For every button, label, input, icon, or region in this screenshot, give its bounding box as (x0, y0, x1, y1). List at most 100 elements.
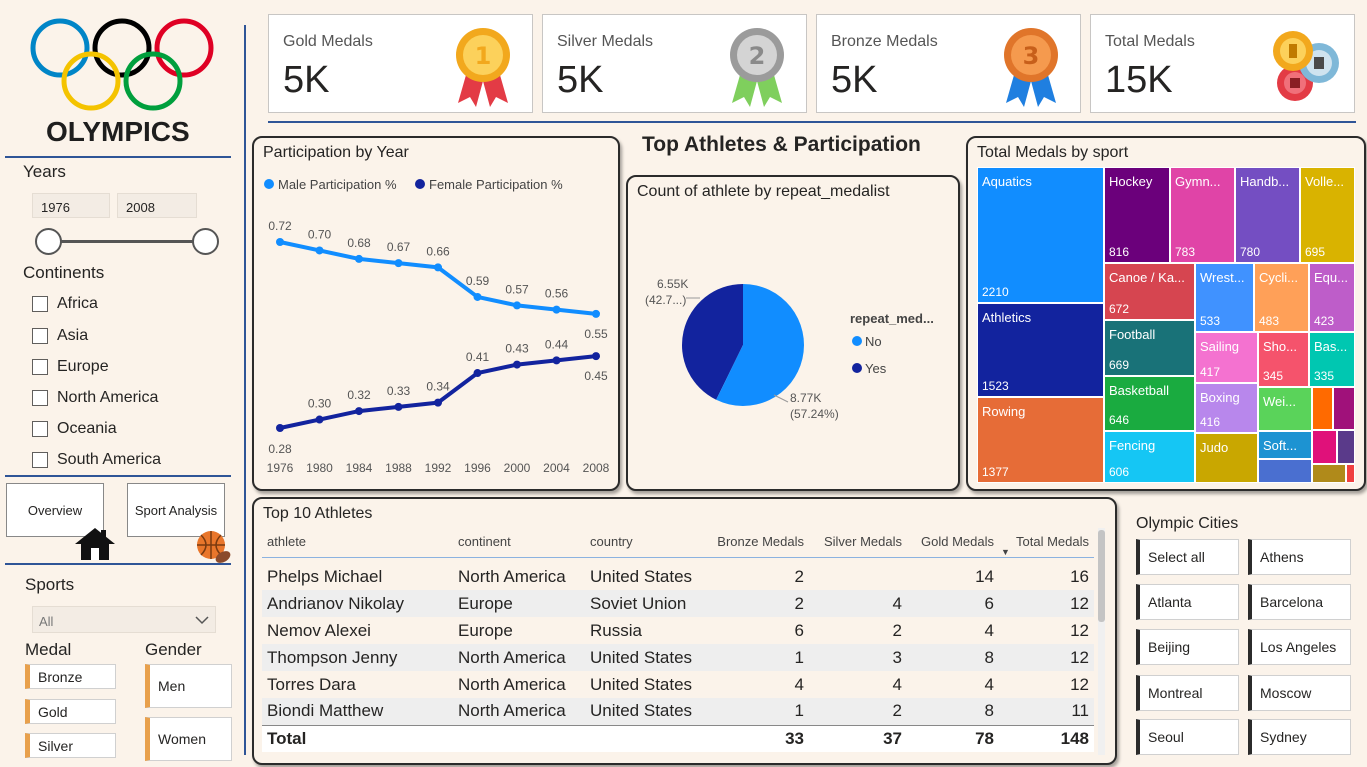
treemap-tile-cycling[interactable]: Cycli... 483 (1254, 263, 1309, 332)
treemap-tile-wrestling[interactable]: Wrest... 533 (1195, 263, 1254, 332)
treemap-tile-basketball[interactable]: Basketball 646 (1104, 376, 1195, 431)
checkbox[interactable] (32, 328, 48, 344)
city-barcelona[interactable]: Barcelona (1248, 584, 1351, 620)
kpi-label: Gold Medals (283, 33, 373, 50)
pie-label-no: 8.77K (790, 391, 821, 405)
checkbox[interactable] (32, 359, 48, 375)
treemap-tile-gymnastics[interactable]: Gymn... 783 (1170, 167, 1235, 263)
checkbox[interactable] (32, 296, 48, 312)
treemap-tile-athletics[interactable]: Athletics 1523 (977, 303, 1104, 397)
sports-dropdown[interactable]: All (32, 606, 216, 633)
year-slider-track[interactable] (48, 240, 206, 243)
column-header-country[interactable]: country (585, 527, 708, 558)
male-data-label: 0.55 (584, 327, 608, 341)
participation-chart-panel: Participation by Year Male Participation… (252, 136, 620, 491)
treemap-tile-handball[interactable]: Handb... 780 (1235, 167, 1300, 263)
female-point (552, 356, 561, 365)
city-athens[interactable]: Athens (1248, 539, 1351, 575)
city-moscow[interactable]: Moscow (1248, 675, 1351, 711)
treemap-tile-softball[interactable]: Soft... (1258, 431, 1312, 459)
gender-label: Gender (145, 640, 202, 659)
year-slider-end-handle[interactable] (192, 228, 219, 255)
city-beijing[interactable]: Beijing (1136, 629, 1239, 665)
year-from-input[interactable]: 1976 (32, 193, 110, 218)
legend-female: Female Participation % (429, 177, 563, 192)
city-seoul[interactable]: Seoul (1136, 719, 1239, 755)
male-data-label: 0.68 (347, 236, 371, 250)
medal-silver-button[interactable]: Silver (25, 733, 116, 758)
city-los-angeles[interactable]: Los Angeles (1248, 629, 1351, 665)
medal-bronze-button[interactable]: Bronze (25, 664, 116, 689)
female-data-label: 0.28 (268, 442, 292, 456)
home-icon (75, 528, 115, 560)
treemap-tile-volleyball[interactable]: Volle... 695 (1300, 167, 1355, 263)
continent-asia[interactable]: Asia (32, 324, 88, 348)
pie-label-no-pct: (57.24%) (790, 407, 839, 421)
column-header-continent[interactable]: continent (453, 527, 585, 558)
continent-oceania[interactable]: Oceania (32, 417, 117, 441)
year-to-input[interactable]: 2008 (117, 193, 197, 218)
kpi-value: 5K (283, 59, 330, 101)
treemap-tile-rowing[interactable]: Rowing 1377 (977, 397, 1104, 483)
treemap-tile-small[interactable] (1312, 430, 1337, 464)
treemap-tile-small[interactable] (1312, 387, 1333, 430)
treemap-tile-shooting[interactable]: Sho... 345 (1258, 332, 1309, 387)
treemap-tile-hockey[interactable]: Hockey 816 (1104, 167, 1170, 263)
continent-label: Africa (57, 295, 98, 312)
treemap-tile-sailing[interactable]: Sailing 417 (1195, 332, 1258, 383)
treemap-tile-weightlifting[interactable]: Wei... (1258, 387, 1312, 431)
city-select-all[interactable]: Select all (1136, 539, 1239, 575)
treemap-tile-football[interactable]: Football 669 (1104, 320, 1195, 376)
female-data-label: 0.32 (347, 388, 371, 402)
checkbox[interactable] (32, 421, 48, 437)
overview-button[interactable]: Overview (6, 483, 104, 537)
year-slider-start-handle[interactable] (35, 228, 62, 255)
treemap-tile-judo[interactable]: Judo (1195, 433, 1258, 483)
treemap-tile-small[interactable] (1337, 430, 1355, 464)
city-atlanta[interactable]: Atlanta (1136, 584, 1239, 620)
svg-text:2: 2 (749, 42, 766, 70)
treemap-tile-small[interactable] (1258, 459, 1312, 483)
treemap-tile-aquatics[interactable]: Aquatics 2210 (977, 167, 1104, 303)
female-data-label: 0.34 (426, 380, 450, 394)
table-scrollbar-thumb[interactable] (1098, 530, 1105, 622)
female-data-label: 0.45 (584, 369, 608, 383)
pie-slice-no (716, 284, 804, 406)
gender-men-button[interactable]: Men (145, 664, 232, 708)
gender-women-button[interactable]: Women (145, 717, 232, 761)
column-header-gold[interactable]: Gold Medals (907, 527, 999, 558)
column-header-total[interactable]: Total Medals ▼ (999, 527, 1094, 558)
treemap-tile-small[interactable] (1312, 464, 1346, 483)
female-data-label: 0.30 (308, 397, 332, 411)
medal-gold-button[interactable]: Gold (25, 699, 116, 724)
treemap-tile-boxing[interactable]: Boxing 416 (1195, 383, 1258, 433)
male-point (315, 246, 324, 255)
treemap-tile-small[interactable] (1333, 387, 1355, 430)
continent-africa[interactable]: Africa (32, 292, 98, 316)
city-sydney[interactable]: Sydney (1248, 719, 1351, 755)
checkbox[interactable] (32, 390, 48, 406)
city-montreal[interactable]: Montreal (1136, 675, 1239, 711)
cities-title: Olympic Cities (1136, 515, 1239, 532)
header-divider (268, 121, 1356, 123)
treemap-tile-canoe[interactable]: Canoe / Ka... 672 (1104, 263, 1195, 320)
continent-south-america[interactable]: South America (32, 448, 161, 472)
checkbox[interactable] (32, 452, 48, 468)
female-data-label: 0.43 (505, 342, 529, 356)
male-data-label: 0.70 (308, 227, 332, 241)
treemap-tile-baseball[interactable]: Bas... 335 (1309, 332, 1355, 387)
kpi-value: 5K (557, 59, 604, 101)
column-header-athlete[interactable]: athlete (262, 527, 453, 558)
column-header-silver[interactable]: Silver Medals (809, 527, 907, 558)
repeat-medalist-pie: 6.55K (42.7...) 8.77K (57.24%) repeat_me… (645, 277, 934, 421)
svg-text:3: 3 (1023, 42, 1040, 70)
treemap-tile-fencing[interactable]: Fencing 606 (1104, 431, 1195, 483)
sports-dropdown-value: All (39, 614, 54, 629)
continent-north-america[interactable]: North America (32, 386, 158, 410)
column-header-bronze[interactable]: Bronze Medals (708, 527, 809, 558)
continent-europe[interactable]: Europe (32, 355, 109, 379)
sport-analysis-button[interactable]: Sport Analysis (127, 483, 225, 537)
table-scrollbar[interactable] (1098, 528, 1105, 755)
treemap-tile-equestrian[interactable]: Equ... 423 (1309, 263, 1355, 332)
treemap-tile-small[interactable] (1346, 464, 1355, 483)
